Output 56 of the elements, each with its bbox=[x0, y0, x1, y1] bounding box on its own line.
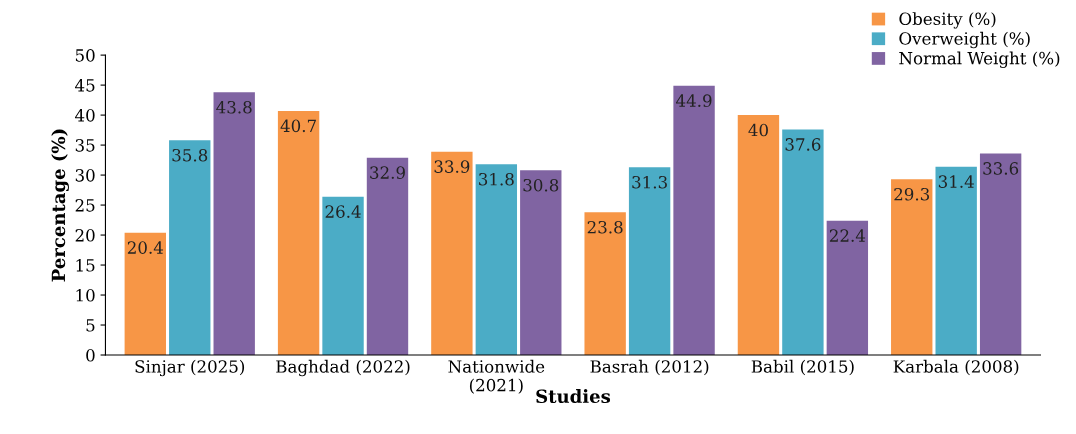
bar bbox=[277, 110, 320, 356]
y-tick-label: 5 bbox=[86, 319, 95, 332]
bar bbox=[213, 92, 255, 356]
data-label: 20.4 bbox=[127, 241, 164, 254]
bar bbox=[979, 153, 1022, 356]
data-label: 31.8 bbox=[479, 172, 514, 186]
data-label: 32.9 bbox=[370, 166, 405, 179]
data-label: 33.6 bbox=[983, 162, 1019, 175]
bar bbox=[782, 129, 824, 356]
y-tick-label: 10 bbox=[76, 289, 95, 302]
bar bbox=[475, 164, 518, 356]
data-label: 40.7 bbox=[280, 119, 316, 133]
bar bbox=[431, 151, 473, 356]
data-label: 37.6 bbox=[785, 138, 821, 151]
bar bbox=[322, 196, 364, 356]
legend-label: Normal Weight (%) bbox=[899, 51, 1060, 68]
y-tick-label: 50 bbox=[75, 49, 95, 62]
x-tick-label: Babil (2015) bbox=[751, 359, 854, 376]
data-label: 43.8 bbox=[216, 100, 252, 114]
y-tick-label: 15 bbox=[76, 259, 95, 272]
y-tick-label: 30 bbox=[75, 169, 95, 182]
data-label: 22.4 bbox=[829, 229, 866, 242]
bar bbox=[520, 170, 562, 356]
data-label: 44.9 bbox=[676, 94, 712, 107]
legend-label: Obesity (%) bbox=[899, 12, 996, 29]
bar bbox=[169, 140, 211, 356]
data-label: 33.9 bbox=[434, 160, 470, 173]
x-tick-label: Sinjar (2025) bbox=[135, 359, 245, 377]
y-tick-label: 35 bbox=[75, 139, 95, 152]
y-tick-label: 45 bbox=[75, 79, 95, 92]
data-label: 35.8 bbox=[172, 148, 208, 162]
y-tick-label: 40 bbox=[75, 109, 95, 122]
data-label: 31.3 bbox=[632, 175, 667, 189]
bar bbox=[628, 167, 671, 356]
bar bbox=[584, 212, 626, 356]
x-tick-label: Basrah (2012) bbox=[590, 359, 709, 376]
y-tick-label: 0 bbox=[86, 348, 95, 362]
bar bbox=[737, 115, 780, 356]
x-tick-label: Karbala (2008) bbox=[893, 359, 1019, 376]
data-label: 29.3 bbox=[894, 187, 930, 201]
bar bbox=[124, 232, 166, 356]
data-label: 23.8 bbox=[587, 220, 623, 234]
bar bbox=[673, 85, 715, 356]
data-label: 26.4 bbox=[325, 205, 361, 218]
x-tick-label: Baghdad (2022) bbox=[276, 359, 410, 377]
bar bbox=[826, 220, 869, 356]
y-tick-label: 20 bbox=[75, 229, 95, 242]
y-axis-title: Percentage (%) bbox=[51, 129, 69, 282]
data-label: 30.8 bbox=[523, 178, 559, 192]
data-label: 31.4 bbox=[938, 175, 974, 188]
data-label: 40 bbox=[748, 123, 768, 137]
bar bbox=[935, 166, 977, 356]
legend-label: Overweight (%) bbox=[899, 31, 1030, 49]
bar bbox=[891, 179, 933, 356]
bar bbox=[366, 157, 409, 356]
y-tick-label: 25 bbox=[75, 199, 95, 212]
